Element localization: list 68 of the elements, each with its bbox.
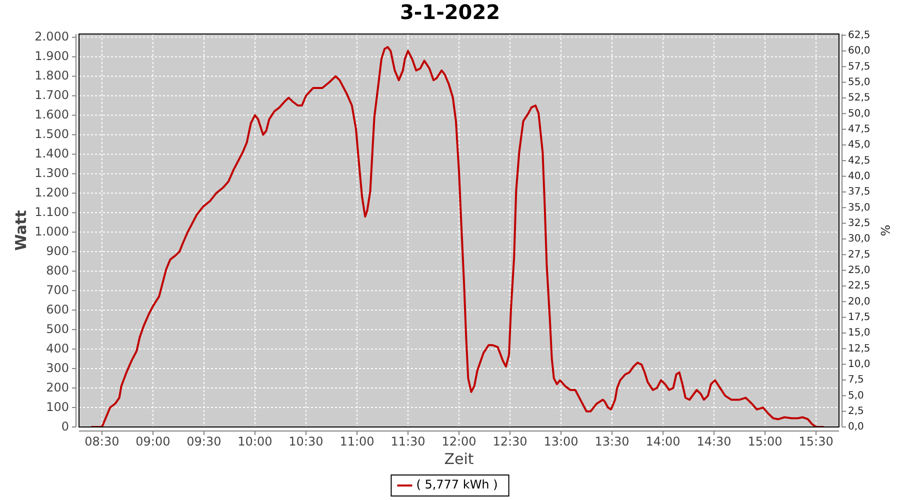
y2-tick-label: 0,0 <box>848 422 864 433</box>
y2-tick-label: 40,0 <box>848 171 870 182</box>
y2-tick-label: 27,5 <box>848 249 870 260</box>
y2-tick-label: 37,5 <box>848 186 870 198</box>
x-axis-title: Zeit <box>444 450 474 468</box>
y2-tick-label: 2,5 <box>848 406 864 418</box>
x-tick-label: 08:30 <box>84 434 120 448</box>
x-tick-label: 09:30 <box>186 434 222 448</box>
x-tick-label: 13:30 <box>594 434 630 448</box>
y2-tick-label: 52,5 <box>848 92 870 104</box>
y2-tick-label: 60,0 <box>848 46 870 57</box>
y-tick-label: 800 <box>46 263 69 278</box>
y-tick-label: 500 <box>46 322 69 336</box>
x-tick-label: 15:30 <box>798 434 834 448</box>
x-tick-label: 14:00 <box>646 434 680 448</box>
y2-tick-label: 62,5 <box>848 30 870 41</box>
y2-tick-label: 17,5 <box>848 312 870 324</box>
x-tick-label: 13:00 <box>544 434 578 448</box>
y2-tick-label: 30,0 <box>848 234 870 245</box>
x-tick-label: 12:30 <box>492 434 528 448</box>
y-tick-label: 0 <box>61 419 69 434</box>
y2-tick-label: 25,0 <box>848 265 870 276</box>
y-tick-label: 1.900 <box>34 49 69 64</box>
y-tick-label: 1.600 <box>34 108 69 122</box>
y-tick-label: 1.100 <box>34 204 69 219</box>
y-tick-label: 300 <box>46 360 69 375</box>
y2-tick-label: 12,5 <box>848 343 870 354</box>
y2-tick-label: 42,5 <box>848 155 870 166</box>
y2-tick-label: 20,0 <box>848 296 870 308</box>
y-tick-label: 1.500 <box>34 127 69 142</box>
y-tick-label: 200 <box>46 380 69 394</box>
y2-tick-label: 45,0 <box>848 140 870 151</box>
y2-tick-label: 22,5 <box>848 280 870 292</box>
y-tick-label: 2.000 <box>34 30 69 44</box>
y-tick-label: 400 <box>46 341 69 356</box>
y-tick-label: 1.800 <box>34 68 69 83</box>
y2-tick-label: 35,0 <box>848 202 870 214</box>
y-tick-label: 900 <box>46 244 69 258</box>
x-tick-label: 10:00 <box>238 434 272 448</box>
y-tick-label: 1.200 <box>34 185 69 200</box>
y2-tick-label: 7,5 <box>848 374 864 386</box>
y-tick-label: 1.000 <box>34 224 69 238</box>
chart-title: 3-1-2022 <box>400 0 500 24</box>
y2-tick-label: 55,0 <box>848 77 870 88</box>
y2-tick-label: 47,5 <box>848 124 870 136</box>
y-tick-label: 100 <box>46 400 69 414</box>
x-tick-label: 10:30 <box>288 434 324 448</box>
x-tick-label: 11:30 <box>390 434 426 448</box>
y2-tick-label: 15,0 <box>848 328 870 339</box>
y-tick-label: 1.400 <box>34 146 69 160</box>
x-tick-label: 11:00 <box>340 434 374 448</box>
y-tick-label: 1.700 <box>34 88 69 102</box>
y-tick-label: 1.300 <box>34 166 69 180</box>
y-tick-label: 600 <box>46 302 69 316</box>
y-axis-title: Watt <box>12 210 30 251</box>
y-tick-label: 700 <box>46 282 69 297</box>
line-series <box>90 46 824 427</box>
y2-tick-label: 5,0 <box>848 390 864 402</box>
y2-tick-label: 10,0 <box>848 359 870 370</box>
x-tick-label: 14:30 <box>696 434 732 448</box>
y2-tick-label: 50,0 <box>848 108 870 120</box>
y2-tick-label: 57,5 <box>848 61 870 72</box>
y2-tick-label: 32,5 <box>848 218 870 230</box>
x-tick-label: 12:00 <box>442 434 476 448</box>
legend-label: ( 5,777 kWh ) <box>416 478 498 492</box>
x-tick-label: 15:00 <box>748 434 782 448</box>
x-tick-label: 09:00 <box>136 434 170 448</box>
y2-axis-title: % <box>878 224 892 236</box>
